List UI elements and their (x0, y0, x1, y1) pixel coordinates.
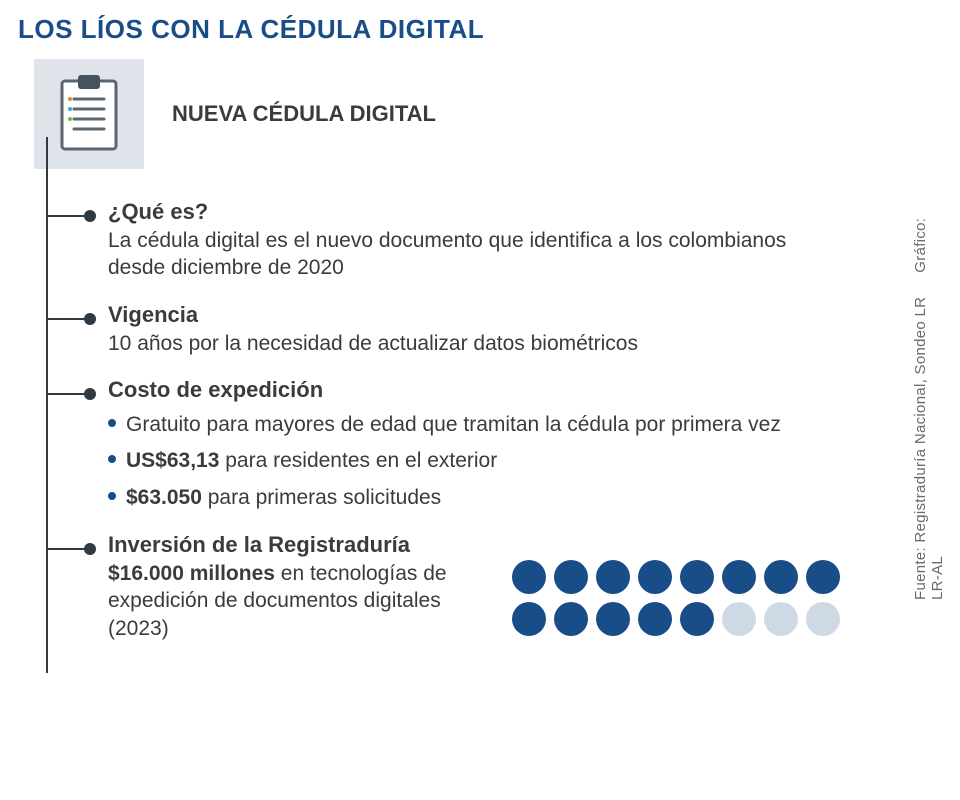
bullet-icon (84, 210, 96, 222)
bullet-icon (108, 419, 116, 427)
bullet-icon (84, 313, 96, 325)
sub-text: US$63,13 para residentes en el exterior (126, 447, 497, 475)
bullet-icon (108, 492, 116, 500)
info-tree: ¿Qué es? La cédula digital es el nuevo d… (90, 179, 960, 642)
sub-item: US$63,13 para residentes en el exterior (108, 447, 828, 475)
tree-item: ¿Qué es? La cédula digital es el nuevo d… (90, 179, 960, 282)
sub-text: Gratuito para mayores de edad que tramit… (126, 411, 781, 439)
investment-dots-icon (512, 560, 848, 636)
item-title: ¿Qué es? (108, 199, 960, 225)
source-credit: Fuente: Registraduría Nacional, Sondeo L… (912, 200, 946, 600)
sub-list: Gratuito para mayores de edad que tramit… (108, 411, 960, 512)
tree-item: Costo de expedición Gratuito para mayore… (90, 357, 960, 512)
main-title: LOS LÍOS CON LA CÉDULA DIGITAL (0, 0, 960, 45)
sub-text: $63.050 para primeras solicitudes (126, 484, 441, 512)
bullet-icon (108, 455, 116, 463)
item-title: Vigencia (108, 302, 960, 328)
sub-item: Gratuito para mayores de edad que tramit… (108, 411, 828, 439)
bullet-icon (84, 388, 96, 400)
header-row: NUEVA CÉDULA DIGITAL (34, 59, 960, 169)
tree-trunk (46, 137, 48, 673)
sub-item: $63.050 para primeras solicitudes (108, 484, 828, 512)
item-desc: 10 años por la necesidad de actualizar d… (108, 330, 828, 357)
tree-item: Vigencia 10 años por la necesidad de act… (90, 282, 960, 357)
bullet-icon (84, 543, 96, 555)
subtitle: NUEVA CÉDULA DIGITAL (172, 101, 436, 127)
clipboard-icon (34, 59, 144, 169)
item-desc: La cédula digital es el nuevo documento … (108, 227, 828, 282)
item-title: Costo de expedición (108, 377, 960, 403)
item-title: Inversión de la Registraduría (108, 532, 960, 558)
item-desc: $16.000 millones en tecnologías de exped… (108, 560, 488, 642)
tree-item: Inversión de la Registraduría $16.000 mi… (90, 512, 960, 642)
